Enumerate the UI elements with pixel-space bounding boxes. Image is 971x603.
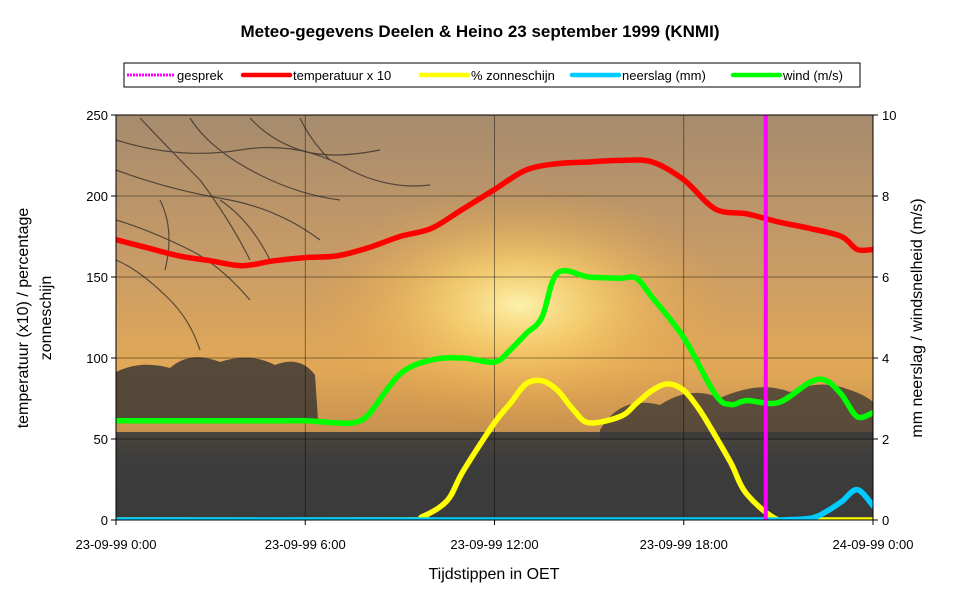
chart-title: Meteo-gegevens Deelen & Heino 23 septemb… <box>241 22 720 41</box>
legend-label: wind (m/s) <box>782 68 843 83</box>
y-left-tick-label: 250 <box>86 108 108 123</box>
y-left-tick-label: 0 <box>101 513 108 528</box>
y-right-tick-label: 10 <box>882 108 896 123</box>
x-tick-label: 23-09-99 18:00 <box>640 537 728 552</box>
x-tick-label: 23-09-99 6:00 <box>265 537 346 552</box>
y-axis-left-title-line1: temperatuur (x10) / percentage <box>15 208 32 429</box>
legend-item-zonneschijn: % zonneschijn <box>418 68 555 83</box>
branch-silhouette <box>116 117 431 351</box>
y-right-tick-label: 4 <box>882 351 889 366</box>
y-axis-right-title: mm neerslag / windsnelheid (m/s) <box>909 198 926 437</box>
legend: gesprek temperatuur x 10 % zonneschijn neer… <box>123 62 861 88</box>
x-axis-title: Tijdstippen in OET <box>428 566 559 583</box>
legend-item-wind-m-s: wind (m/s) <box>730 68 843 83</box>
y-left-tick-label: 50 <box>94 432 108 447</box>
legend-label: % zonneschijn <box>471 68 555 83</box>
legend-item-neerslag-mm: neerslag (mm) <box>569 68 706 83</box>
legend-label: neerslag (mm) <box>622 68 706 83</box>
series-line-temperatuur-x-10 <box>116 157 873 269</box>
axes: 0 50 100 150 200 250 0 2 4 6 8 10 23-09-99 0:00 23-09… <box>76 108 914 552</box>
tree-silhouette <box>116 357 318 420</box>
y-right-tick-label: 0 <box>882 513 889 528</box>
y-right-tick-label: 8 <box>882 189 889 204</box>
series-line-wind-m-s <box>116 267 873 427</box>
y-left-tick-label: 100 <box>86 351 108 366</box>
legend-label: gesprek <box>177 68 224 83</box>
y-left-tick-label: 150 <box>86 270 108 285</box>
y-left-tick-label: 200 <box>86 189 108 204</box>
series-line-zonneschijn <box>116 377 873 520</box>
x-tick-label: 23-09-99 0:00 <box>76 537 157 552</box>
x-tick-label: 24-09-99 0:00 <box>833 537 914 552</box>
tree-silhouette <box>600 384 873 440</box>
legend-item-gesprek: gesprek <box>127 68 224 83</box>
y-right-tick-label: 6 <box>882 270 889 285</box>
legend-label: temperatuur x 10 <box>293 68 391 83</box>
y-right-tick-label: 2 <box>882 432 889 447</box>
legend-item-temperatuur-x-10: temperatuur x 10 <box>240 68 391 83</box>
y-axis-left-title-line2: zonneschijn <box>38 276 55 361</box>
x-tick-label: 23-09-99 12:00 <box>450 537 538 552</box>
